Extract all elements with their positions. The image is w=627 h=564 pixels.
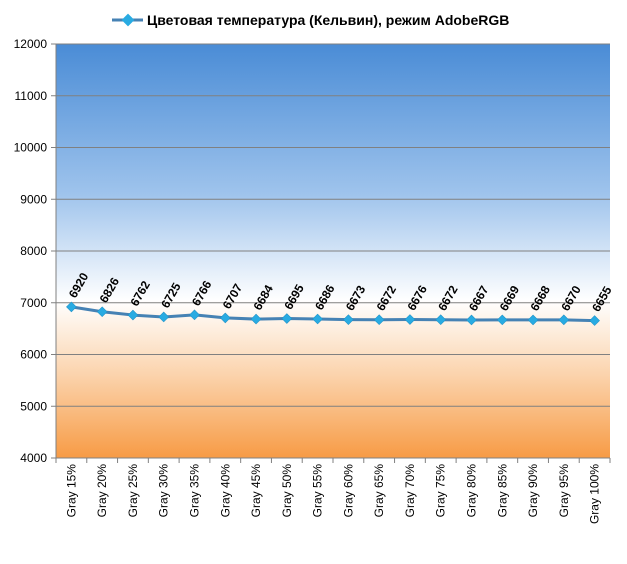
x-tick-label: Gray 90% [526, 464, 540, 518]
data-point-marker [66, 301, 77, 313]
x-tick-label: Gray 60% [341, 464, 355, 518]
y-tick-label: 7000 [20, 296, 47, 310]
data-point-marker [589, 315, 600, 326]
x-tick-label: Gray 80% [465, 464, 479, 518]
data-point-marker [127, 309, 139, 321]
data-point-marker [496, 314, 508, 326]
series-group [66, 301, 600, 326]
x-tick-label: Gray 35% [188, 464, 202, 518]
data-point-marker [250, 313, 262, 325]
y-tick-label: 8000 [20, 244, 47, 258]
data-point-marker [96, 306, 108, 318]
legend: Цветовая температура (Кельвин), режим Ad… [112, 12, 509, 28]
x-tick-label: Gray 20% [95, 464, 109, 518]
legend-marker-icon [121, 13, 135, 27]
x-tick-label: Gray 45% [249, 464, 263, 518]
x-tick-label: Gray 15% [64, 464, 78, 518]
x-tick-label: Gray 85% [495, 464, 509, 518]
data-point-marker [404, 314, 416, 325]
y-axis-ticks: 4000 5000 6000 7000 8000 9000 10000 11000 12000 [14, 37, 56, 465]
x-tick-label: Gray 25% [126, 464, 140, 518]
y-tick-label: 11000 [15, 89, 48, 103]
data-point-marker [373, 314, 385, 326]
legend-label: Цветовая температура (Кельвин), режим Ad… [147, 12, 509, 28]
x-tick-label: Gray 65% [372, 464, 386, 518]
x-tick-label: Gray 30% [157, 464, 171, 518]
data-point-marker [189, 309, 200, 321]
y-tick-label: 4000 [20, 451, 47, 465]
data-point-marker [343, 314, 354, 325]
x-tick-label: Gray 55% [311, 464, 325, 518]
y-tick-label: 12000 [14, 37, 48, 51]
y-tick-label: 5000 [20, 399, 47, 413]
data-point-marker [527, 314, 539, 326]
data-point-marker [158, 311, 170, 323]
data-point-marker [558, 314, 570, 326]
y-tick-label: 9000 [20, 192, 47, 206]
y-tick-label: 10000 [14, 141, 48, 155]
data-point-marker [435, 314, 447, 326]
data-point-marker [281, 313, 293, 324]
x-tick-label: Gray 100% [588, 464, 602, 524]
x-tick-label: Gray 40% [218, 464, 232, 518]
data-point-marker [219, 312, 231, 324]
x-axis-ticks: Gray 15% Gray 20% Gray 25% Gray 30% Gray 35%… [55, 458, 611, 524]
data-point-marker [466, 314, 477, 326]
x-tick-label: Gray 70% [403, 464, 417, 518]
x-tick-label: Gray 75% [434, 464, 448, 518]
x-tick-label: Gray 95% [557, 464, 571, 518]
data-point-marker [312, 313, 323, 325]
y-tick-label: 6000 [20, 348, 47, 362]
x-tick-label: Gray 50% [280, 464, 294, 518]
